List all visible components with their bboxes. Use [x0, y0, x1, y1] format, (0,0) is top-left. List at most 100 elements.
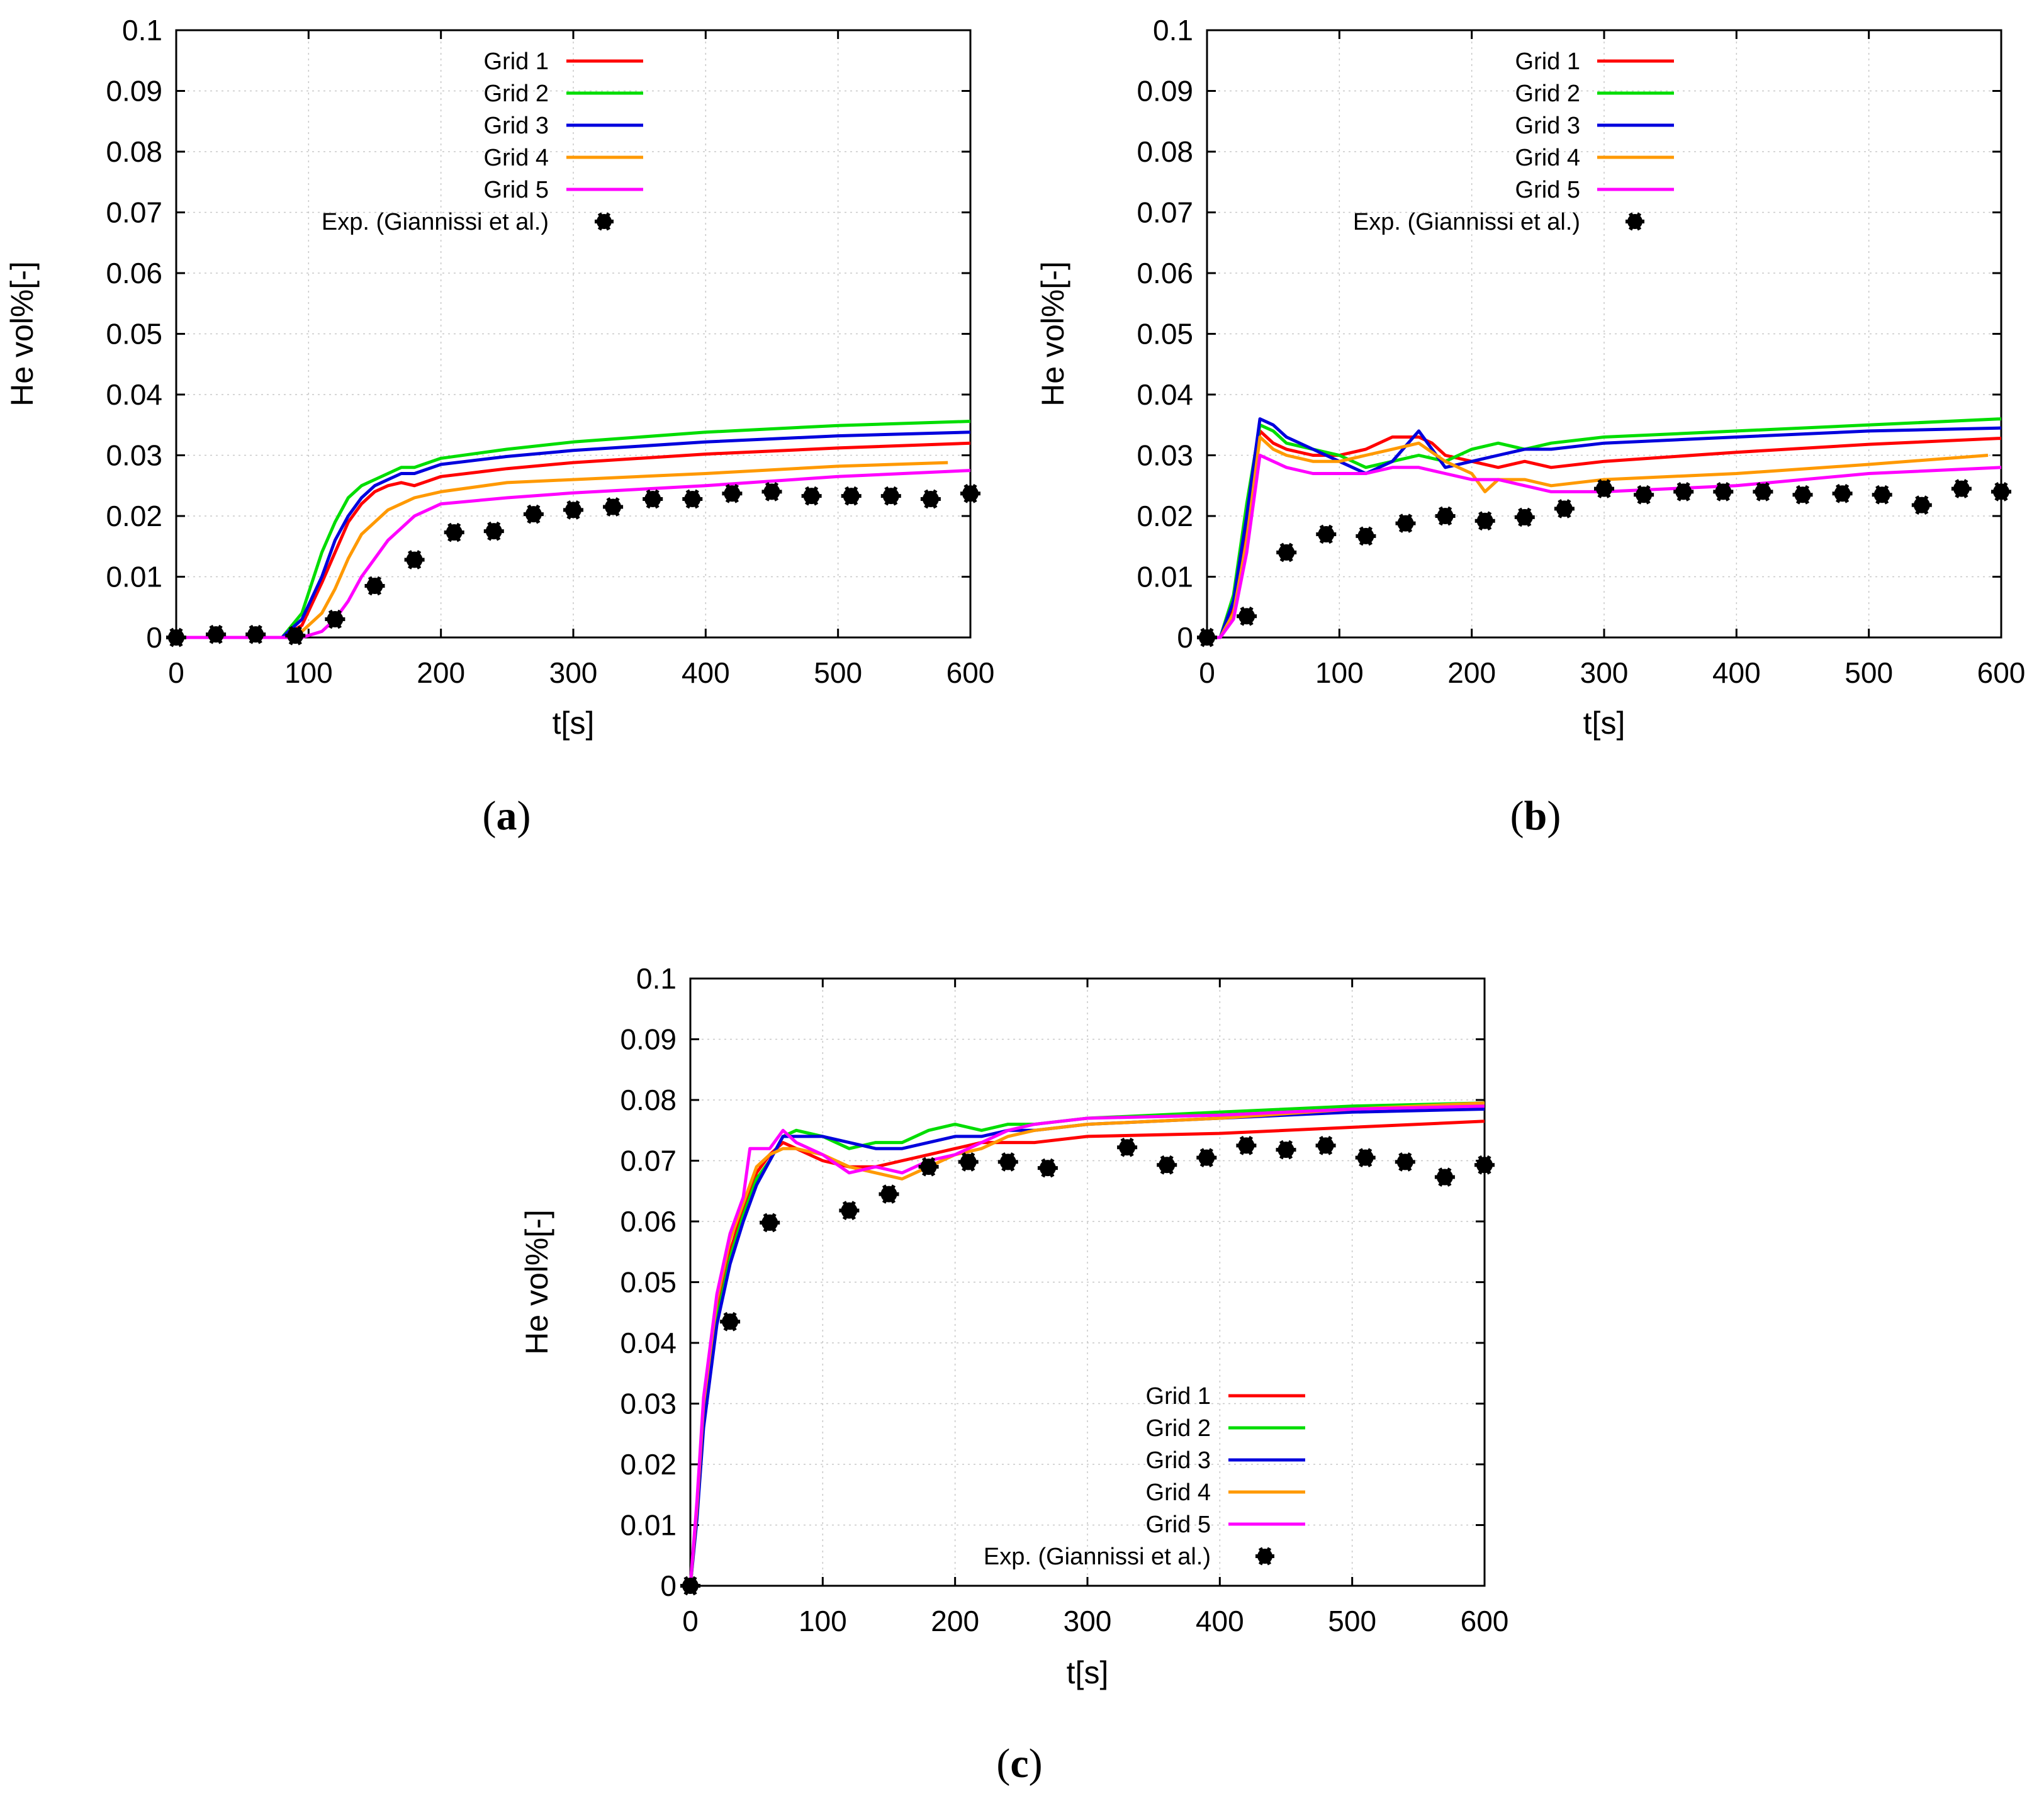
y-tick-label: 0.06: [620, 1205, 677, 1238]
x-tick-label: 300: [549, 656, 598, 689]
exp-data-point: [1037, 1158, 1058, 1178]
x-tick-label: 300: [1064, 1605, 1112, 1637]
series-line-grid-3: [176, 430, 971, 639]
exp-data-point: [1276, 1140, 1296, 1160]
exp-data-point: [245, 624, 266, 644]
y-tick-label: 0.05: [620, 1266, 677, 1299]
exp-data-point: [404, 550, 425, 569]
exp-data-point: [1434, 1167, 1455, 1187]
exp-data-point: [841, 486, 862, 506]
y-tick-label: 0.04: [620, 1327, 677, 1359]
exp-data-point: [166, 627, 186, 648]
y-tick-label: 0.06: [1137, 257, 1193, 289]
exp-data-point: [920, 489, 941, 509]
exp-data-point: [1395, 1152, 1415, 1172]
exp-data-point: [1474, 511, 1495, 531]
exp-data-point: [1117, 1137, 1138, 1157]
x-tick-label: 0: [168, 656, 184, 689]
x-tick-label: 500: [814, 656, 862, 689]
exp-data-point: [1872, 485, 1892, 505]
exp-data-point: [483, 521, 504, 541]
y-tick-label: 0.02: [106, 500, 162, 532]
legend-label: Grid 1: [1146, 1383, 1211, 1410]
exp-data-point: [325, 609, 345, 629]
series-line-grid-4: [1207, 435, 1989, 639]
panel-a-chart: 0 100 200 300 400 500 600 0 0.01 0.02 0.03 0.04 0.05…: [4, 14, 994, 839]
exp-data-point: [1355, 1148, 1376, 1168]
exp-data-point: [1753, 482, 1773, 502]
x-tick-label: 100: [799, 1605, 847, 1637]
exp-data-point: [444, 522, 464, 542]
y-tick-label: 0.03: [620, 1388, 677, 1420]
legend: Grid 1 Grid 2 Grid 3 Grid 4 Grid 5 Exp. (Gian…: [322, 48, 643, 235]
panel-caption: (a): [483, 793, 531, 839]
legend: Grid 1 Grid 2 Grid 3 Grid 4 Grid 5 Exp. (Gian…: [1353, 48, 1674, 235]
legend-label: Grid 5: [1146, 1512, 1211, 1538]
y-tick-label: 0.02: [1137, 500, 1193, 532]
exp-data-point: [1991, 482, 2011, 502]
legend-label: Grid 4: [484, 145, 549, 171]
x-tick-label: 200: [931, 1605, 979, 1637]
y-tick-label: 0.09: [620, 1023, 677, 1056]
legend-label: Grid 3: [1515, 113, 1580, 139]
legend-exp-marker: [1626, 212, 1644, 231]
y-axis-label: He vol%[-]: [4, 261, 40, 407]
legend-label: Exp. (Giannissi et al.): [1353, 209, 1580, 235]
legend-label: Exp. (Giannissi et al.): [984, 1544, 1211, 1570]
exp-data-point: [879, 1184, 899, 1204]
legend-exp-marker: [1255, 1547, 1274, 1566]
y-tick-label: 0.01: [1137, 561, 1193, 593]
y-tick-label: 0.04: [1137, 378, 1193, 411]
exp-data-point: [1356, 526, 1376, 546]
exp-data-point: [722, 483, 743, 503]
x-tick-label: 400: [1196, 1605, 1244, 1637]
y-tick-label: 0.01: [620, 1509, 677, 1542]
exp-data-point: [603, 497, 624, 517]
exp-data-point: [523, 504, 544, 524]
y-tick-label: 0.08: [620, 1084, 677, 1116]
exp-data-point: [958, 1152, 979, 1172]
x-tick-label: 400: [1712, 656, 1761, 689]
legend-label: Grid 1: [484, 48, 549, 75]
x-axis-label: t[s]: [1583, 705, 1626, 741]
y-tick-label: 0.08: [1137, 135, 1193, 168]
y-axis-label: He vol%[-]: [1035, 261, 1070, 407]
exp-data-point: [1713, 482, 1734, 502]
exp-data-point: [760, 1213, 780, 1233]
y-tick-label: 0: [146, 621, 162, 654]
x-tick-label: 200: [1447, 656, 1496, 689]
x-tick-label: 600: [946, 656, 995, 689]
legend-label: Grid 4: [1515, 145, 1580, 171]
y-tick-label: 0.1: [1153, 14, 1193, 47]
exp-data-point: [1634, 485, 1654, 505]
y-tick-label: 0.03: [1137, 439, 1193, 472]
exp-data-point: [1474, 1155, 1495, 1175]
exp-data-point: [1594, 479, 1614, 498]
exp-data-point: [880, 486, 901, 506]
exp-data-point: [1554, 499, 1575, 519]
x-tick-label: 400: [682, 656, 730, 689]
exp-data-point: [1435, 506, 1456, 526]
exp-data-point: [1315, 1136, 1336, 1155]
exp-data-point: [1514, 507, 1535, 527]
series-line-grid-4: [688, 1101, 1485, 1586]
y-tick-label: 0: [660, 1569, 677, 1602]
series-line-grid-2: [688, 1101, 1485, 1586]
legend-label: Exp. (Giannissi et al.): [322, 209, 549, 235]
y-tick-label: 0.07: [106, 196, 162, 229]
exp-data-point: [720, 1311, 741, 1332]
panel-b-chart: 0 100 200 300 400 500 600 0 0.01 0.02 0.03 0.04 0.05…: [1035, 14, 2025, 839]
y-tick-label: 0: [1177, 621, 1193, 654]
series-line-grid-4: [176, 461, 948, 639]
legend-label: Grid 5: [484, 177, 549, 203]
y-tick-label: 0.09: [1137, 75, 1193, 108]
exp-data-point: [1792, 485, 1813, 505]
exp-data-point: [643, 489, 663, 509]
y-tick-label: 0.05: [106, 318, 162, 351]
exp-data-point: [1316, 524, 1337, 544]
x-axis-label: t[s]: [553, 705, 595, 741]
exp-data-point: [680, 1576, 700, 1596]
legend-label: Grid 4: [1146, 1479, 1211, 1506]
exp-data-point: [206, 624, 227, 644]
